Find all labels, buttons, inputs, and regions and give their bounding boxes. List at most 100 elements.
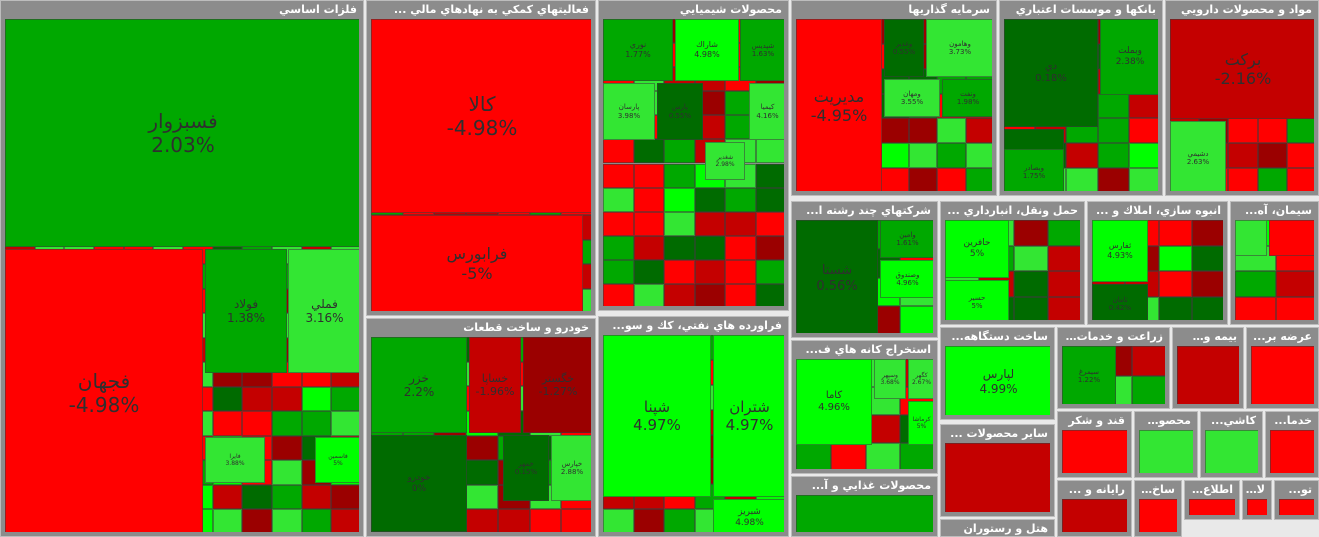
stock-tile[interactable]: فايرا 3.88% <box>205 437 265 483</box>
stock-tile-unlabeled[interactable] <box>272 386 302 412</box>
stock-tile-unlabeled[interactable] <box>909 143 938 169</box>
stock-tile-unlabeled[interactable] <box>212 411 243 436</box>
stock-tile-unlabeled[interactable] <box>1013 271 1048 297</box>
stock-tile-unlabeled[interactable] <box>1286 168 1314 191</box>
stock-tile-unlabeled[interactable] <box>1275 296 1314 320</box>
stock-tile-unlabeled[interactable] <box>1191 220 1223 246</box>
stock-tile-unlabeled[interactable] <box>664 283 695 306</box>
stock-tile-unlabeled[interactable] <box>725 259 756 284</box>
stock-tile-unlabeled[interactable] <box>1128 168 1158 191</box>
stock-tile[interactable] <box>1235 220 1267 256</box>
stock-tile-unlabeled[interactable] <box>1257 118 1287 144</box>
sector-title[interactable]: لا... <box>1244 483 1265 496</box>
stock-tile-unlabeled[interactable] <box>664 235 695 260</box>
stock-tile-unlabeled[interactable] <box>212 484 243 510</box>
sector-title[interactable]: تو... <box>1288 483 1312 496</box>
stock-tile-unlabeled[interactable] <box>633 283 664 306</box>
stock-tile-unlabeled[interactable] <box>694 187 725 212</box>
stock-tile[interactable] <box>1062 499 1127 532</box>
stock-tile[interactable]: وسپهر 3.68% <box>874 359 906 399</box>
stock-tile-unlabeled[interactable] <box>331 484 359 510</box>
sector-title[interactable]: سيمان، آه... <box>1244 204 1312 217</box>
stock-tile-unlabeled[interactable] <box>466 509 498 532</box>
stock-tile-unlabeled[interactable] <box>633 187 664 212</box>
stock-tile-unlabeled[interactable] <box>725 211 756 236</box>
stock-tile[interactable]: فولاد 1.38% <box>205 249 287 373</box>
stock-tile-unlabeled[interactable] <box>664 259 695 284</box>
stock-tile-unlabeled[interactable] <box>603 509 634 532</box>
stock-tile[interactable] <box>945 443 1050 512</box>
stock-tile[interactable]: كرماشا 5% <box>908 401 933 445</box>
stock-tile-unlabeled[interactable] <box>694 235 725 260</box>
stock-tile[interactable]: وصندوق 4.96% <box>880 260 933 298</box>
stock-tile[interactable]: فاسمين 5% <box>315 437 359 483</box>
stock-tile-unlabeled[interactable] <box>1097 93 1129 119</box>
stock-tile-unlabeled[interactable] <box>865 443 901 469</box>
stock-tile[interactable] <box>1205 430 1258 473</box>
sector-title[interactable]: ساخت دستگاهه... <box>951 330 1048 343</box>
stock-tile[interactable] <box>1269 220 1314 256</box>
stock-tile-unlabeled[interactable] <box>965 168 992 191</box>
stock-tile-unlabeled[interactable] <box>633 509 664 532</box>
stock-tile[interactable]: دي 0.18% <box>1004 19 1098 127</box>
stock-tile-unlabeled[interactable] <box>1257 168 1287 191</box>
stock-tile-unlabeled[interactable] <box>830 443 866 469</box>
stock-tile[interactable]: ونفت 1.98% <box>942 79 992 117</box>
stock-tile[interactable]: فرابورس -5% <box>371 215 583 311</box>
stock-tile-unlabeled[interactable] <box>880 118 910 144</box>
stock-tile-unlabeled[interactable] <box>937 143 966 169</box>
stock-tile[interactable]: نوري 1.77% <box>603 19 673 81</box>
stock-tile[interactable]: وامين 1.61% <box>880 220 933 258</box>
stock-tile[interactable]: وبملت 2.38% <box>1100 19 1158 95</box>
sector-title[interactable]: انبوه سازي، املاك و ... <box>1095 204 1221 217</box>
stock-tile-unlabeled[interactable] <box>937 118 966 144</box>
stock-tile[interactable]: شستا 0.56% <box>796 220 878 333</box>
stock-tile[interactable]: كگهر 2.67% <box>908 359 933 399</box>
stock-tile-unlabeled[interactable] <box>1047 296 1080 320</box>
stock-tile-unlabeled[interactable] <box>1097 168 1129 191</box>
stock-tile-unlabeled[interactable] <box>755 187 784 212</box>
stock-tile-unlabeled[interactable] <box>725 235 756 260</box>
stock-tile-unlabeled[interactable] <box>212 509 243 532</box>
sector-title[interactable]: سایر محصولات ... <box>950 427 1048 440</box>
sector-title[interactable]: ساخ... <box>1139 483 1175 496</box>
stock-tile-unlabeled[interactable] <box>1158 245 1192 271</box>
stock-tile[interactable]: وبصادر 1.75% <box>1004 149 1064 191</box>
stock-tile[interactable] <box>1139 430 1193 473</box>
sector-title[interactable]: محصولات غذايي و آ... <box>811 479 931 492</box>
stock-tile-unlabeled[interactable] <box>331 386 359 412</box>
stock-tile-unlabeled[interactable] <box>331 509 359 532</box>
stock-tile-unlabeled[interactable] <box>694 283 725 306</box>
stock-tile-unlabeled[interactable] <box>212 386 243 412</box>
stock-tile[interactable]: شاراك 4.98% <box>675 19 739 81</box>
sector-title[interactable]: اطلاع... <box>1190 483 1233 496</box>
stock-tile-unlabeled[interactable] <box>561 509 591 532</box>
stock-tile-unlabeled[interactable] <box>1158 296 1192 320</box>
sector-title[interactable]: هتل و رستوران <box>963 522 1048 535</box>
stock-tile-unlabeled[interactable] <box>1235 296 1276 320</box>
stock-tile-unlabeled[interactable] <box>272 509 302 532</box>
stock-tile-unlabeled[interactable] <box>755 163 784 188</box>
stock-tile-unlabeled[interactable] <box>633 163 664 188</box>
stock-tile[interactable]: حسير 5% <box>945 280 1009 320</box>
stock-tile[interactable]: خساپا -1.96% <box>469 337 521 433</box>
sector-title[interactable]: بانكها و موسسات اعتباري <box>1015 3 1156 16</box>
stock-tile-unlabeled[interactable] <box>603 139 634 164</box>
stock-tile-unlabeled[interactable] <box>466 484 498 510</box>
stock-tile[interactable] <box>1270 430 1314 473</box>
stock-tile[interactable]: فملي 3.16% <box>288 249 359 373</box>
stock-tile-unlabeled[interactable] <box>694 259 725 284</box>
stock-tile-unlabeled[interactable] <box>1191 296 1223 320</box>
sector-title[interactable]: بيمه وص... <box>1176 330 1237 343</box>
stock-tile-unlabeled[interactable] <box>1275 271 1314 297</box>
stock-tile-unlabeled[interactable] <box>965 118 992 144</box>
stock-tile-unlabeled[interactable] <box>1228 118 1258 144</box>
stock-tile-unlabeled[interactable] <box>880 168 910 191</box>
stock-tile-unlabeled[interactable] <box>1235 271 1276 297</box>
stock-tile-unlabeled[interactable] <box>1066 168 1098 191</box>
stock-tile-unlabeled[interactable] <box>301 411 332 436</box>
stock-tile-unlabeled[interactable] <box>1191 271 1223 297</box>
stock-tile-unlabeled[interactable] <box>755 139 784 164</box>
stock-tile[interactable]: كالا -4.98% <box>371 19 591 213</box>
stock-tile[interactable]: خودرو 0% <box>371 435 467 532</box>
